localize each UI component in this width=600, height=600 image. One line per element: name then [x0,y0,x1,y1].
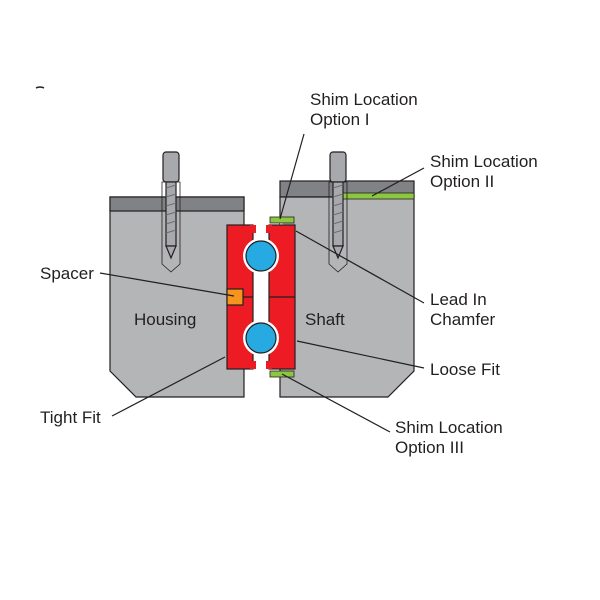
bearing-cross-section-diagram [0,0,600,600]
label-housing: Housing [134,310,196,330]
label-loosefit: Loose Fit [430,360,500,380]
label-shaft: Shaft [305,310,345,330]
label-shim3: Shim LocationOption III [395,418,503,459]
label-spacer: Spacer [40,264,94,284]
label-shim2: Shim LocationOption II [430,152,538,193]
label-shim1: Shim LocationOption I [310,90,418,131]
label-leadin: Lead InChamfer [430,290,495,331]
label-tightfit: Tight Fit [40,408,101,428]
